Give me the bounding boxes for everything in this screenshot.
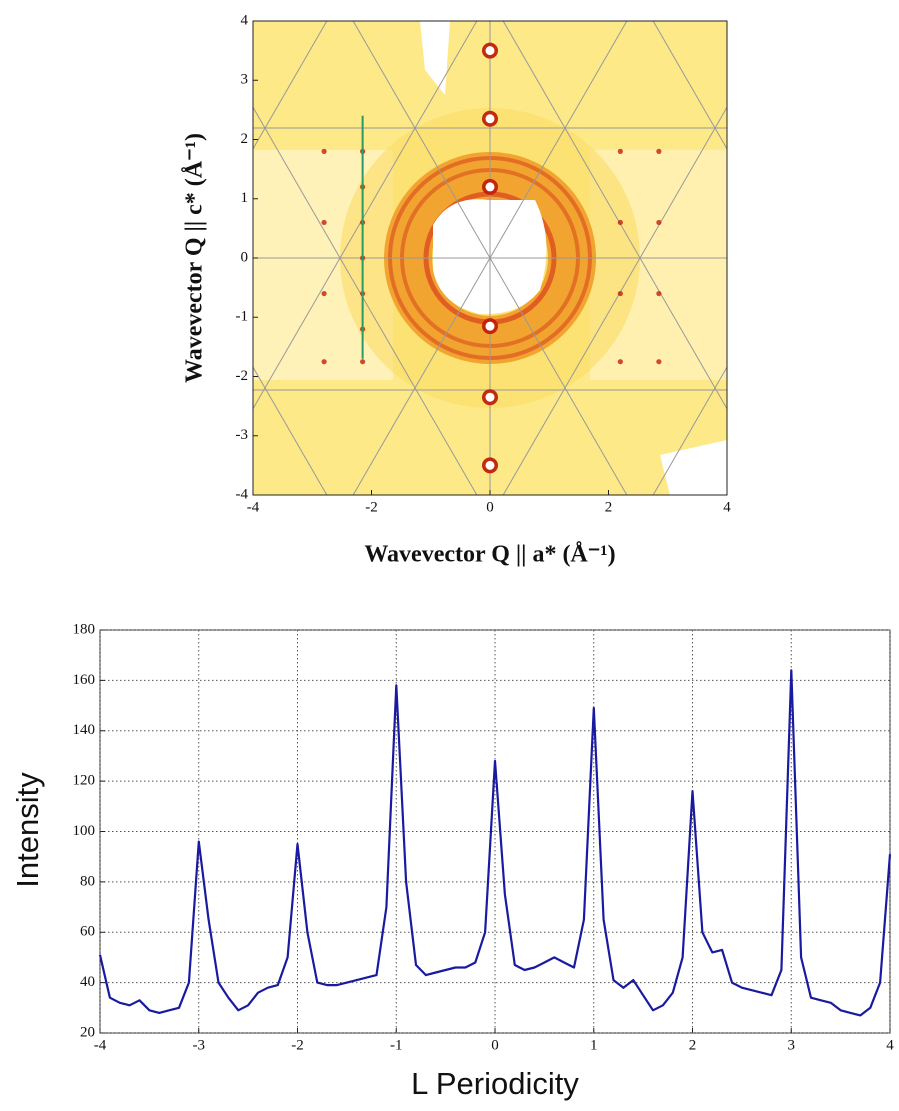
spot-core <box>485 182 495 192</box>
spot <box>321 219 327 226</box>
x-axis-label: Wavevector Q || a* (Å⁻¹) <box>364 542 615 568</box>
spot-core <box>485 392 495 402</box>
guide-line <box>709 0 899 658</box>
y-tick-label: 140 <box>73 722 96 738</box>
diffraction-image <box>0 0 899 658</box>
x-tick-label: 4 <box>886 1037 894 1053</box>
x-tick-label: 2 <box>689 1037 697 1053</box>
y-tick-label: 100 <box>73 823 96 839</box>
x-tick-label: -2 <box>365 499 378 515</box>
y-tick-label: 2 <box>241 131 249 147</box>
x-tick-label: -2 <box>291 1037 304 1053</box>
spot-core <box>485 46 495 56</box>
guide-line <box>859 0 899 658</box>
guide-line <box>253 106 478 495</box>
x-tick-label: 4 <box>723 499 731 515</box>
y-tick-label: 0 <box>241 249 249 265</box>
y-tick-label: 80 <box>80 873 95 889</box>
data-line <box>98 669 892 1017</box>
x-tick-label: 3 <box>788 1037 796 1053</box>
spot <box>656 290 662 297</box>
y-tick-label: 180 <box>73 621 96 637</box>
guide-line <box>0 0 271 658</box>
guide-line <box>502 21 727 410</box>
x-axis-label: L Periodicity <box>411 1066 579 1101</box>
y-tick-label: 20 <box>80 1024 95 1040</box>
spot <box>656 359 662 365</box>
spot <box>360 359 366 365</box>
guide-line <box>709 0 899 658</box>
y-tick-label: 40 <box>80 974 95 990</box>
spot <box>321 290 327 297</box>
spot <box>617 148 623 154</box>
x-tick-label: -4 <box>94 1037 107 1053</box>
y-tick-label: -4 <box>236 486 249 502</box>
spot <box>617 359 623 365</box>
y-tick-label: 160 <box>73 672 96 688</box>
x-tick-label: 0 <box>486 499 494 515</box>
y-tick-label: 1 <box>241 190 249 206</box>
y-tick-label: -1 <box>236 309 249 325</box>
spot <box>617 290 623 297</box>
spot-core <box>485 460 495 470</box>
y-tick-label: 120 <box>73 773 96 789</box>
spot-core <box>485 114 495 124</box>
guide-line <box>0 0 121 658</box>
y-axis-label: Intensity <box>10 772 45 888</box>
y-tick-label: 4 <box>241 12 249 28</box>
spot <box>321 148 327 154</box>
y-tick-label: 3 <box>241 72 249 88</box>
x-tick-label: 1 <box>590 1037 598 1053</box>
guide-line <box>0 0 121 658</box>
guide-line <box>0 0 271 658</box>
x-tick-label: -4 <box>247 499 260 515</box>
spot <box>321 359 327 365</box>
x-tick-label: 2 <box>605 499 613 515</box>
spot <box>656 219 662 226</box>
y-tick-label: -2 <box>236 368 249 384</box>
y-tick-label: 60 <box>80 924 95 940</box>
y-axis-label: Wavevector Q || c* (Å⁻¹) <box>182 133 208 383</box>
x-tick-label: -3 <box>193 1037 206 1053</box>
spot <box>617 219 623 226</box>
y-tick-label: -3 <box>236 427 249 443</box>
spot-core <box>485 321 495 331</box>
guide-line <box>352 21 628 495</box>
x-tick-label: -1 <box>390 1037 403 1053</box>
spot <box>656 148 662 154</box>
x-tick-label: 0 <box>491 1037 499 1053</box>
guide-line <box>859 0 899 658</box>
